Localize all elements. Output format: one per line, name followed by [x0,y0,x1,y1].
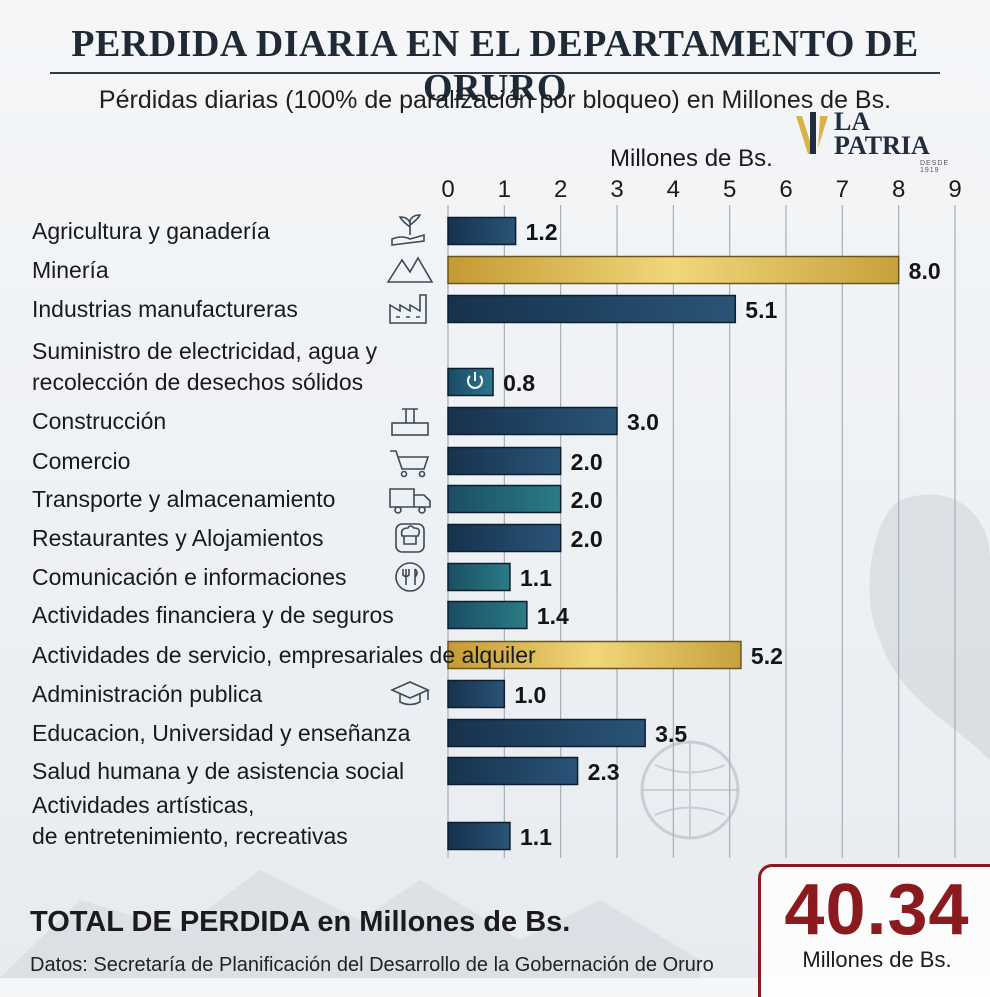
factory-icon [389,294,427,324]
category-label: recolección de desechos sólidos [32,369,363,395]
category-label: Actividades artísticas, [32,792,254,818]
bar-value-label: 0.8 [503,370,535,396]
construction-icon [391,408,429,436]
bar [447,756,579,786]
total-label: TOTAL DE PERDIDA en Millones de Bs. [30,906,570,939]
x-tick-label: 1 [498,176,511,203]
category-label: Construcción [32,408,166,434]
chef-icon [395,523,425,553]
category-label: Actividades de servicio, empresariales d… [32,642,536,668]
bar [447,523,562,553]
bar [447,562,511,592]
x-tick-label: 0 [441,176,454,203]
category-label: Salud humana y de asistencia social [32,758,404,784]
category-label: Transporte y almacenamiento [32,486,335,512]
source-note: Datos: Secretaría de Planificación del D… [30,954,714,976]
category-label: Administración publica [32,681,262,707]
bar-value-label: 5.1 [745,297,777,323]
bar [447,484,562,514]
dining-icon [395,562,425,592]
x-tick-label: 3 [610,176,623,203]
total-label-rest: en Millones de Bs. [309,906,571,938]
plant-hand-icon [391,214,425,246]
x-tick-label: 9 [948,176,961,203]
x-tick-label: 5 [723,176,736,203]
bar [447,679,506,709]
bar-value-label: 5.2 [751,643,783,669]
logo-line1: LA [834,107,871,136]
bar [447,406,618,436]
bar [447,718,646,748]
x-tick-label: 8 [892,176,905,203]
bar-value-label: 2.0 [571,449,603,475]
x-tick-label: 4 [667,176,680,203]
x-tick-label: 6 [779,176,792,203]
logo-line2: PATRIA [834,131,930,160]
category-label: Actividades financiera y de seguros [32,602,394,628]
truck-icon [389,488,431,514]
power-icon [467,372,483,389]
total-box: 40.34 Millones de Bs. [758,864,990,997]
mountain-icon [386,256,434,283]
category-label: Restaurantes y Alojamientos [32,525,324,551]
category-label: Industrias manufactureras [32,296,298,322]
la-patria-logo: LA PATRIA DESDE 1919 [792,107,967,174]
logo-tagline: DESDE 1919 [920,160,950,174]
category-label: Comunicación e informaciones [32,564,347,590]
bar-value-label: 2.0 [571,487,603,513]
bar [447,640,742,670]
bar-value-label: 3.5 [655,721,687,747]
bar [447,216,517,246]
chart-subtitle: Pérdidas diarias (100% de paralización p… [98,86,892,114]
category-label: Minería [32,257,109,283]
bar-value-label: 2.0 [571,526,603,552]
logo-emblem-icon [796,112,828,154]
x-axis-title: Millones de Bs. [610,145,773,172]
bar [447,255,900,285]
bar [447,367,494,397]
total-label-bold: TOTAL DE PERDIDA [30,906,310,938]
bar-value-label: 8.0 [909,258,941,284]
bar [447,446,562,476]
x-tick-label: 2 [554,176,567,203]
bar-value-label: 1.1 [520,824,552,850]
category-label: Educacion, Universidad y enseñanza [32,720,411,746]
bar-value-label: 1.2 [526,219,558,245]
category-label: de entretenimiento, recreativas [32,823,348,849]
category-label: Agricultura y ganadería [32,218,270,244]
bar-value-label: 2.3 [588,759,620,785]
graduation-cap-icon [390,681,430,706]
cart-icon [390,450,430,478]
bar [447,821,511,851]
total-unit: Millones de Bs. [802,947,952,972]
bar-chart: Millones de Bs. 0 1 2 3 4 5 6 7 8 9 Agricultura y… [32,145,962,858]
chart-title: PERDIDA DIARIA EN EL DEPARTAMENTO DE ORU… [71,23,919,109]
bar [447,600,528,630]
total-value: 40.34 [784,870,970,950]
bar-value-label: 1.0 [514,682,546,708]
x-tick-label: 7 [836,176,849,203]
category-label: Suministro de electricidad, agua y [32,338,378,364]
bar-value-label: 1.1 [520,565,552,591]
bar [447,294,737,324]
category-label: Comercio [32,448,130,474]
bar-value-label: 1.4 [537,603,569,629]
title-divider [50,72,940,74]
bar-value-label: 3.0 [627,409,659,435]
